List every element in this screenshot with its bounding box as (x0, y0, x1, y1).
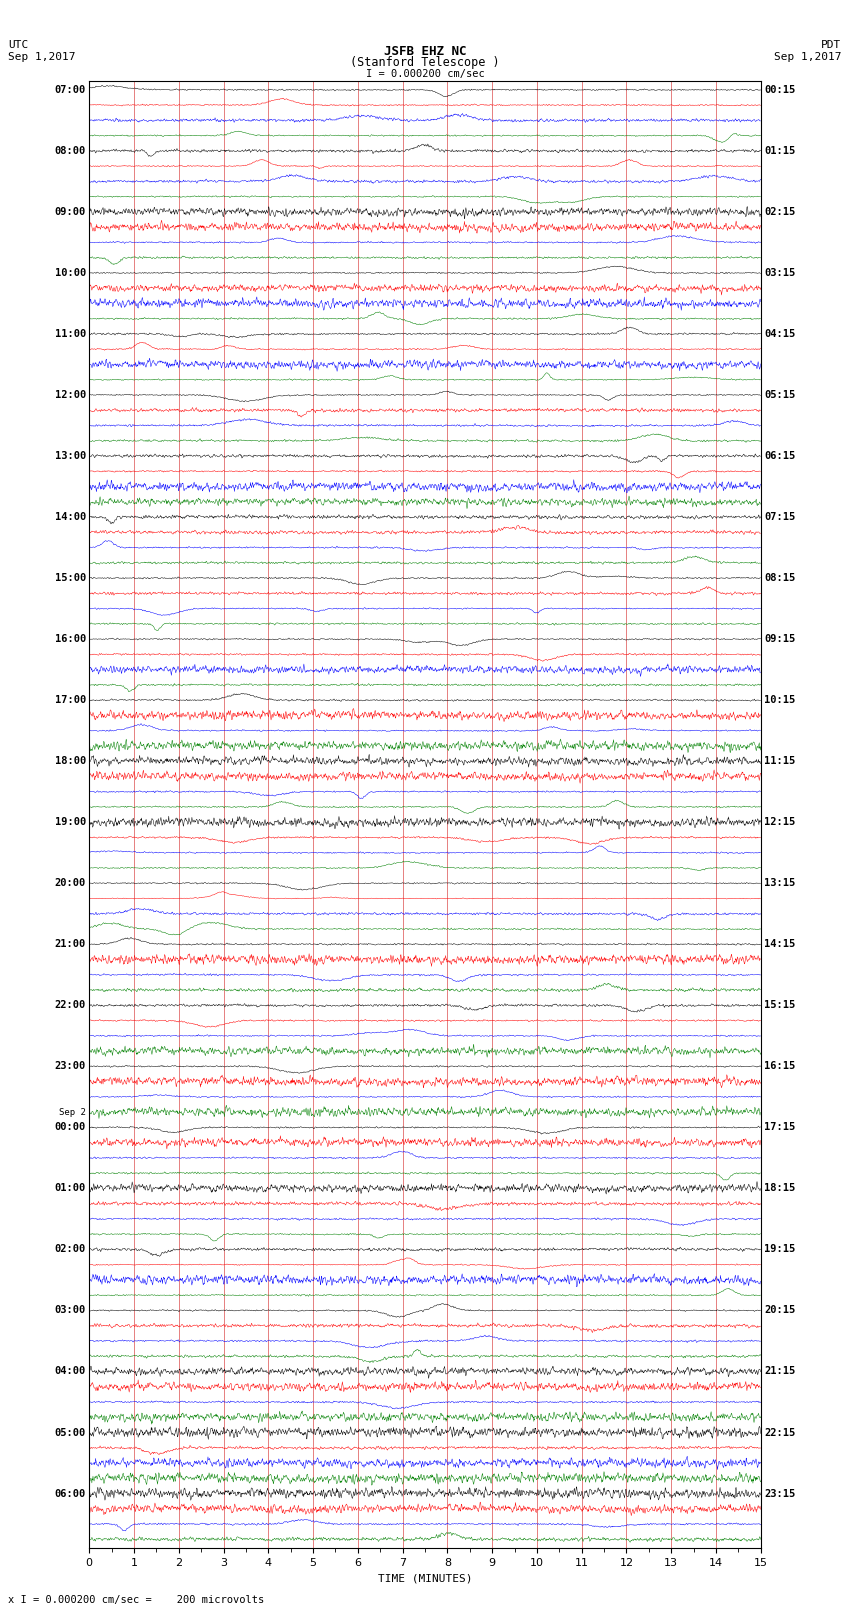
Text: 23:00: 23:00 (54, 1061, 86, 1071)
Text: Sep 1,2017: Sep 1,2017 (8, 52, 76, 61)
Text: JSFB EHZ NC: JSFB EHZ NC (383, 45, 467, 58)
Text: 20:00: 20:00 (54, 877, 86, 889)
Text: 05:15: 05:15 (764, 390, 796, 400)
Text: 14:00: 14:00 (54, 511, 86, 523)
Text: 02:00: 02:00 (54, 1244, 86, 1255)
Text: 13:00: 13:00 (54, 452, 86, 461)
Text: 21:00: 21:00 (54, 939, 86, 950)
Text: 11:00: 11:00 (54, 329, 86, 339)
Text: 08:15: 08:15 (764, 573, 796, 582)
Text: Sep 2: Sep 2 (59, 1108, 86, 1116)
Text: 01:15: 01:15 (764, 145, 796, 156)
Text: 13:15: 13:15 (764, 877, 796, 889)
Text: 09:15: 09:15 (764, 634, 796, 644)
Text: x I = 0.000200 cm/sec =    200 microvolts: x I = 0.000200 cm/sec = 200 microvolts (8, 1595, 264, 1605)
Text: 17:00: 17:00 (54, 695, 86, 705)
Text: 03:15: 03:15 (764, 268, 796, 277)
Text: UTC: UTC (8, 40, 29, 50)
Text: 12:15: 12:15 (764, 818, 796, 827)
Text: 16:15: 16:15 (764, 1061, 796, 1071)
Text: 07:15: 07:15 (764, 511, 796, 523)
Text: (Stanford Telescope ): (Stanford Telescope ) (350, 56, 500, 69)
X-axis label: TIME (MINUTES): TIME (MINUTES) (377, 1574, 473, 1584)
Text: 06:00: 06:00 (54, 1489, 86, 1498)
Text: 09:00: 09:00 (54, 206, 86, 216)
Text: 12:00: 12:00 (54, 390, 86, 400)
Text: 22:15: 22:15 (764, 1428, 796, 1437)
Text: 00:15: 00:15 (764, 85, 796, 95)
Text: 19:00: 19:00 (54, 818, 86, 827)
Text: 16:00: 16:00 (54, 634, 86, 644)
Text: 08:00: 08:00 (54, 145, 86, 156)
Text: PDT: PDT (821, 40, 842, 50)
Text: 14:15: 14:15 (764, 939, 796, 950)
Text: 15:00: 15:00 (54, 573, 86, 582)
Text: I = 0.000200 cm/sec: I = 0.000200 cm/sec (366, 69, 484, 79)
Text: 21:15: 21:15 (764, 1366, 796, 1376)
Text: 10:15: 10:15 (764, 695, 796, 705)
Text: 15:15: 15:15 (764, 1000, 796, 1010)
Text: 19:15: 19:15 (764, 1244, 796, 1255)
Text: 03:00: 03:00 (54, 1305, 86, 1316)
Text: 10:00: 10:00 (54, 268, 86, 277)
Text: 18:15: 18:15 (764, 1184, 796, 1194)
Text: 18:00: 18:00 (54, 756, 86, 766)
Text: 23:15: 23:15 (764, 1489, 796, 1498)
Text: 07:00: 07:00 (54, 85, 86, 95)
Text: 05:00: 05:00 (54, 1428, 86, 1437)
Text: 01:00: 01:00 (54, 1184, 86, 1194)
Text: 04:00: 04:00 (54, 1366, 86, 1376)
Text: Sep 1,2017: Sep 1,2017 (774, 52, 842, 61)
Text: 02:15: 02:15 (764, 206, 796, 216)
Text: 00:00: 00:00 (54, 1123, 86, 1132)
Text: 22:00: 22:00 (54, 1000, 86, 1010)
Text: 17:15: 17:15 (764, 1123, 796, 1132)
Text: 11:15: 11:15 (764, 756, 796, 766)
Text: 20:15: 20:15 (764, 1305, 796, 1316)
Text: 04:15: 04:15 (764, 329, 796, 339)
Text: 06:15: 06:15 (764, 452, 796, 461)
